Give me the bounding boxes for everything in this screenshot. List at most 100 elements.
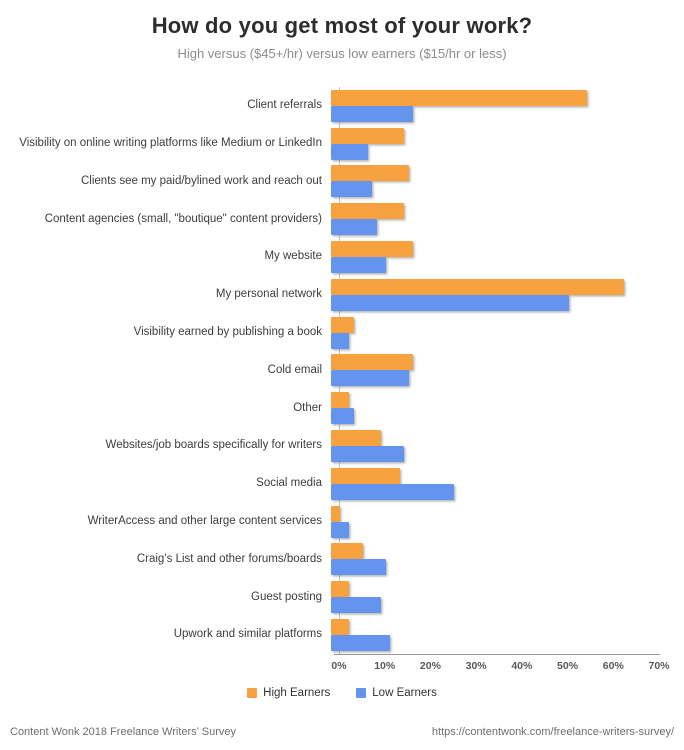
bar-high-earners [331, 392, 350, 409]
bar-group [331, 278, 651, 311]
chart-row: My personal network [0, 276, 684, 314]
bar-group [331, 127, 651, 160]
chart-row: Clients see my paid/bylined work and rea… [0, 163, 684, 201]
legend-item-low-earners: Low Earners [356, 687, 437, 699]
footer: Content Wonk 2018 Freelance Writers’ Sur… [0, 726, 684, 738]
bar-high-earners [331, 203, 405, 220]
bar-low-earners [331, 219, 377, 236]
x-tick-label: 20% [419, 659, 441, 672]
bar-group [331, 241, 651, 274]
x-tick-label: 50% [557, 659, 579, 672]
category-label: Websites/job boards specifically for wri… [105, 439, 322, 452]
bar-low-earners [331, 370, 409, 387]
chart-row: Upwork and similar platforms [0, 616, 684, 654]
bar-high-earners [331, 127, 405, 144]
bar-group [331, 354, 651, 387]
bar-low-earners [331, 408, 354, 425]
chart-row: Visibility earned by publishing a book [0, 314, 684, 352]
category-label: Guest posting [251, 590, 322, 603]
bar-low-earners [331, 635, 391, 652]
category-label: Visibility earned by publishing a book [133, 326, 322, 339]
category-label: Other [293, 401, 322, 414]
legend-label: Low Earners [372, 686, 437, 699]
category-label: WriterAccess and other large content ser… [87, 515, 322, 528]
bar-high-earners [331, 430, 382, 447]
bar-group [331, 619, 651, 652]
bar-high-earners [331, 467, 400, 484]
bar-low-earners [331, 294, 569, 311]
bar-low-earners [331, 257, 386, 274]
category-label: Upwork and similar platforms [173, 628, 322, 641]
legend-label: High Earners [263, 686, 331, 699]
x-axis-line [334, 654, 660, 655]
x-tick-label: 70% [648, 659, 670, 672]
chart-row: Cold email [0, 352, 684, 390]
legend-swatch-high-earners [247, 687, 258, 698]
bar-high-earners [331, 619, 350, 636]
bar-low-earners [331, 559, 386, 576]
bar-group [331, 89, 651, 122]
chart-row: Other [0, 389, 684, 427]
bar-low-earners [331, 105, 414, 122]
chart-title: How do you get most of your work? [151, 13, 533, 38]
category-label: Social media [256, 477, 322, 490]
chart-row: My website [0, 238, 684, 276]
bar-high-earners [331, 278, 624, 295]
legend-item-high-earners: High Earners [247, 687, 330, 699]
bar-high-earners [331, 165, 409, 182]
chart-row: Craig’s List and other forums/boards [0, 541, 684, 579]
chart-row: Websites/job boards specifically for wri… [0, 427, 684, 465]
bar-high-earners [331, 354, 414, 371]
x-tick-label: 10% [374, 659, 396, 672]
bar-group [331, 505, 651, 538]
chart-row: Visibility on online writing platforms l… [0, 125, 684, 163]
bar-group [331, 203, 651, 236]
bar-low-earners [331, 181, 373, 198]
bar-high-earners [331, 316, 354, 333]
bar-low-earners [331, 597, 382, 614]
legend: High Earners Low Earners [0, 687, 684, 699]
category-label: Clients see my paid/bylined work and rea… [81, 174, 322, 187]
bar-low-earners [331, 332, 350, 349]
category-label: Craig’s List and other forums/boards [136, 552, 322, 565]
bar-high-earners [331, 505, 341, 522]
bar-group [331, 581, 651, 614]
chart-subtitle: High versus ($45+/hr) versus low earners… [177, 46, 507, 61]
x-tick-label: 30% [465, 659, 487, 672]
bar-chart: Client referrals Visibility on online wri… [0, 87, 684, 674]
legend-swatch-low-earners [356, 687, 367, 698]
bar-high-earners [331, 543, 363, 560]
source-url: https://contentwonk.com/freelance-writer… [431, 726, 674, 738]
bar-group [331, 165, 651, 198]
category-label: Client referrals [247, 99, 322, 112]
bar-group [331, 430, 651, 463]
chart-rows: Client referrals Visibility on online wri… [0, 87, 684, 654]
x-tick-label: 40% [511, 659, 533, 672]
category-label: My personal network [215, 288, 322, 301]
chart-row: WriterAccess and other large content ser… [0, 503, 684, 541]
bar-group [331, 316, 651, 349]
x-axis-ticks: 0% 10% 20% 30% 40% 50% 60% 70% [331, 654, 669, 674]
category-label: Content agencies (small, "boutique" cont… [44, 212, 322, 225]
bar-high-earners [331, 581, 350, 598]
bar-low-earners [331, 521, 350, 538]
x-tick-label: 60% [602, 659, 624, 672]
x-tick-label: 0% [331, 659, 347, 672]
bar-group [331, 467, 651, 500]
bar-high-earners [331, 89, 587, 106]
category-label: Cold email [267, 363, 322, 376]
chart-row: Guest posting [0, 578, 684, 616]
bar-high-earners [331, 241, 414, 258]
bar-low-earners [331, 483, 455, 500]
survey-credit: Content Wonk 2018 Freelance Writers’ Sur… [10, 726, 237, 738]
chart-row: Social media [0, 465, 684, 503]
chart-row: Content agencies (small, "boutique" cont… [0, 200, 684, 238]
bar-group [331, 543, 651, 576]
bar-low-earners [331, 143, 368, 160]
bar-low-earners [331, 446, 405, 463]
category-label: My website [264, 250, 322, 263]
chart-row: Client referrals [0, 87, 684, 125]
category-label: Visibility on online writing platforms l… [19, 137, 322, 150]
bar-group [331, 392, 651, 425]
